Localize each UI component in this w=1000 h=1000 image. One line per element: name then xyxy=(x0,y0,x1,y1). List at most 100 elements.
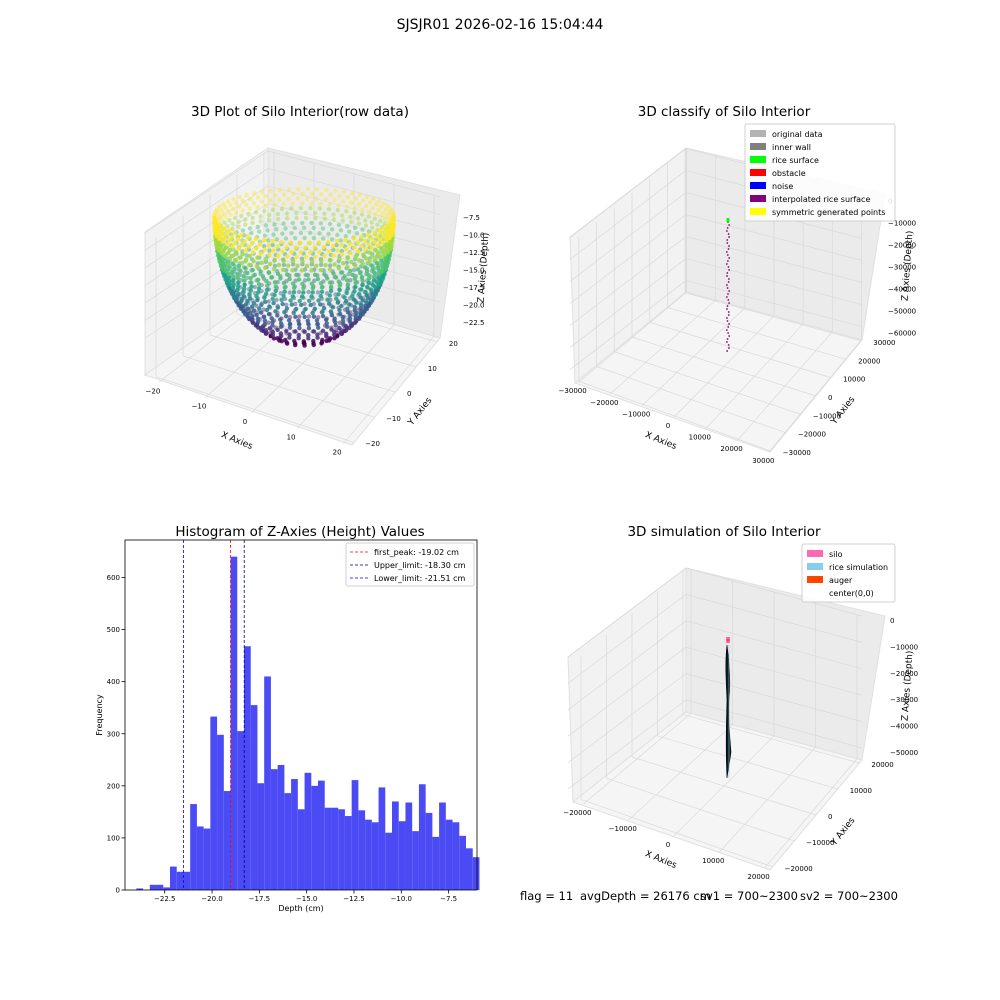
raw-data-point xyxy=(293,278,298,283)
classify-legend-swatch xyxy=(750,195,766,202)
raw-data-point xyxy=(255,298,260,303)
histogram-bar xyxy=(445,819,453,890)
raw-data-point xyxy=(301,290,306,295)
raw-data-point xyxy=(306,326,312,331)
interpolated-surface-point xyxy=(727,314,730,316)
raw-data-point xyxy=(372,270,377,275)
raw-data-point xyxy=(309,294,314,299)
interpolated-surface-point xyxy=(728,269,730,271)
raw-data-point xyxy=(253,210,259,215)
raw-data-point xyxy=(247,206,253,211)
raw-data-point xyxy=(291,191,296,197)
footer-avg-depth: avgDepth = 26176 cm xyxy=(580,889,711,903)
interpolated-surface-point xyxy=(726,305,729,307)
y-gridline xyxy=(578,380,771,452)
raw-data-point xyxy=(322,216,328,221)
simulation-3d-legend: silo rice simulation auger center(0,0) xyxy=(801,543,896,603)
raw-data-point xyxy=(281,280,287,286)
raw-data-point xyxy=(257,306,262,311)
raw-data-point xyxy=(302,314,307,320)
y-tick-label: 400 xyxy=(107,678,120,686)
raw-data-point xyxy=(319,310,325,315)
raw-data-point xyxy=(384,229,389,234)
raw-data-point xyxy=(318,267,323,273)
raw-data-point xyxy=(347,229,352,234)
raw-data-point xyxy=(328,258,333,263)
raw-data-point xyxy=(327,221,333,227)
y-tick-label: 500 xyxy=(107,626,120,634)
raw-data-point xyxy=(352,289,357,294)
raw-data-point xyxy=(263,328,269,333)
raw-data-point xyxy=(231,253,236,258)
histogram-x-ticks: −22.5 −20.0 −17.5 −15.0 −12.5 −10.0 −7.5 xyxy=(154,890,457,903)
interpolated-surface-point xyxy=(728,245,730,247)
raw-data-point xyxy=(315,321,320,327)
raw-data-point xyxy=(271,300,276,306)
histogram-bar xyxy=(149,884,157,890)
z-tick-label: −40000 xyxy=(888,286,916,294)
raw-data-point xyxy=(341,199,346,204)
raw-data-point xyxy=(252,191,257,196)
raw-data-point xyxy=(328,288,334,294)
raw-3d-title: 3D Plot of Silo Interior(row data) xyxy=(191,104,409,120)
raw-data-point xyxy=(335,238,340,244)
raw-data-point xyxy=(364,268,370,274)
raw-data-point xyxy=(363,256,369,261)
simulation-3d-y-ticks: −20000 −10000 0 10000 20000 xyxy=(785,761,894,873)
raw-data-point xyxy=(319,285,325,290)
simulation-legend-box xyxy=(801,543,896,603)
raw-data-point xyxy=(294,254,299,260)
raw-data-point xyxy=(219,217,224,222)
interpolated-surface-point xyxy=(727,281,730,283)
raw-data-point xyxy=(335,207,340,213)
raw-data-point xyxy=(247,226,253,231)
raw-3d-floor-pane xyxy=(143,287,441,446)
histogram-bar xyxy=(324,807,332,890)
raw-data-point xyxy=(332,262,337,267)
raw-data-point xyxy=(358,306,363,311)
raw-data-point xyxy=(382,216,388,221)
histogram-bar xyxy=(297,809,305,890)
raw-data-point xyxy=(326,231,331,237)
raw-data-point xyxy=(315,332,320,337)
raw-data-point xyxy=(287,332,292,337)
raw-data-point xyxy=(294,272,299,278)
raw-data-point xyxy=(352,205,358,211)
raw-data-point xyxy=(293,329,298,334)
raw-data-point xyxy=(265,283,270,288)
raw-data-point xyxy=(266,320,271,325)
raw-data-point xyxy=(363,247,368,252)
simulation-legend-swatch xyxy=(807,589,823,596)
raw-data-point xyxy=(318,201,323,206)
raw-data-point xyxy=(357,192,363,197)
raw-data-point xyxy=(324,321,329,326)
raw-data-point xyxy=(244,193,249,198)
raw-data-point xyxy=(256,290,261,295)
raw-data-point xyxy=(301,340,307,346)
interpolated-surface-point xyxy=(725,263,728,265)
raw-data-point xyxy=(369,290,374,296)
raw-data-point xyxy=(302,235,307,241)
raw-data-point xyxy=(268,188,273,194)
raw-data-point xyxy=(327,202,332,207)
raw-data-point xyxy=(254,264,260,269)
raw-data-point xyxy=(332,197,337,203)
raw-data-point xyxy=(272,280,278,285)
raw-data-point xyxy=(259,260,264,265)
raw-data-point xyxy=(311,225,316,231)
raw-data-point xyxy=(266,270,272,275)
raw-data-point xyxy=(250,267,255,273)
interpolated-surface-point xyxy=(727,332,729,334)
raw-data-point xyxy=(254,293,259,299)
raw-data-point xyxy=(235,236,241,242)
raw-data-point xyxy=(255,195,261,200)
raw-data-point xyxy=(298,230,304,236)
histogram-bar xyxy=(203,828,211,890)
raw-data-point xyxy=(345,310,351,315)
raw-data-point xyxy=(380,269,385,274)
histogram-bar xyxy=(176,871,184,890)
interpolated-surface-point xyxy=(727,293,729,295)
raw-data-point xyxy=(323,263,328,268)
y-tick-label: −10000 xyxy=(813,412,841,420)
interpolated-surface-point xyxy=(727,299,730,301)
